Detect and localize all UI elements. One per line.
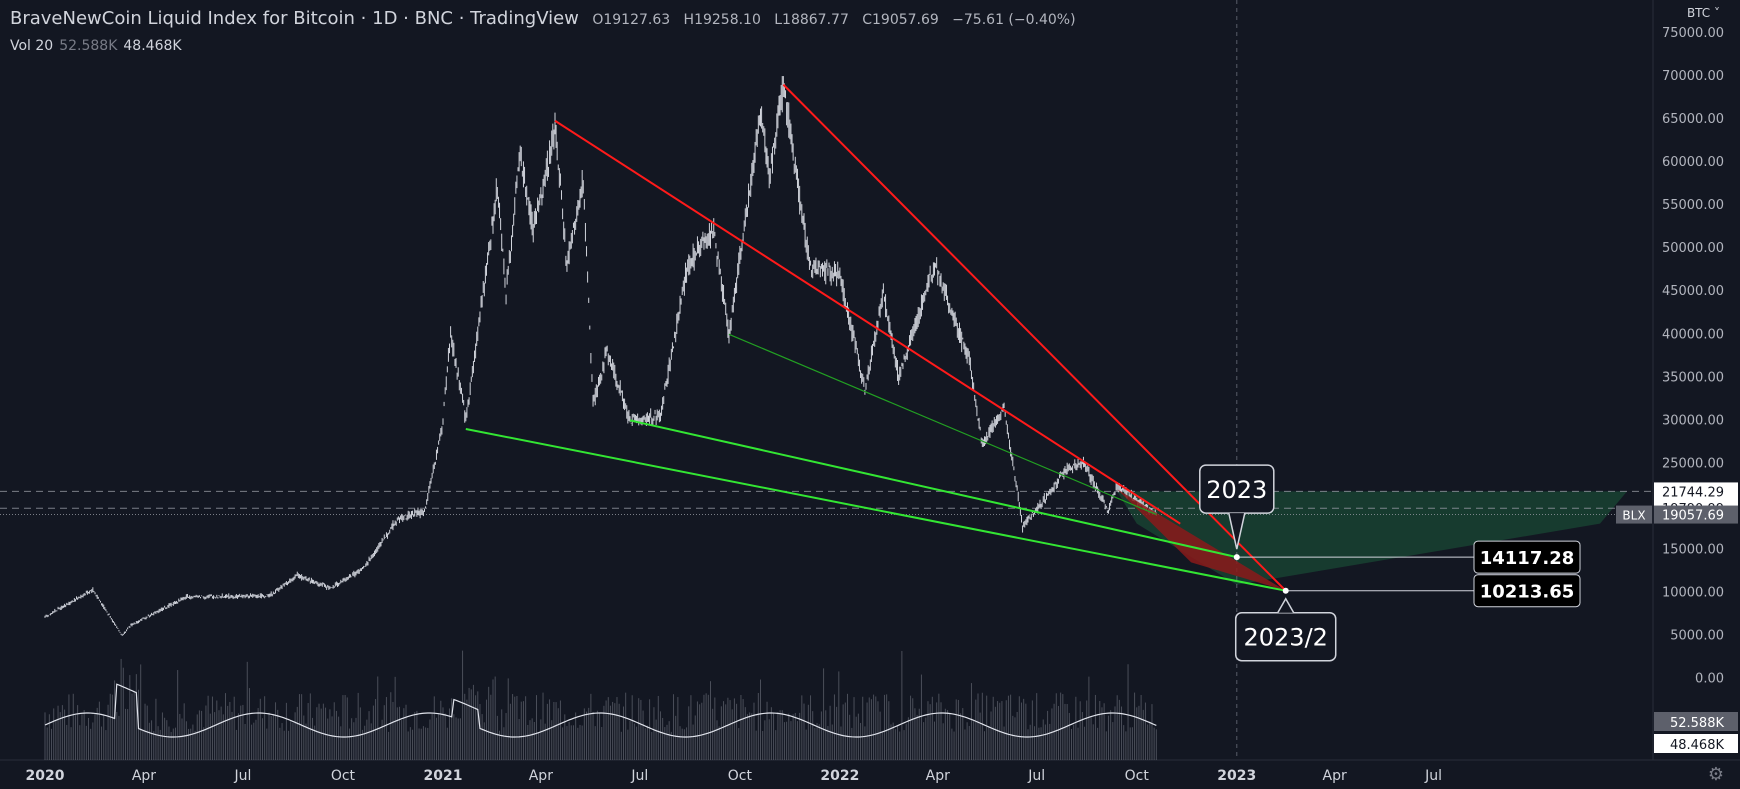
y-tick-label: 0.00	[1695, 672, 1724, 687]
support_dim-trendline	[728, 333, 1157, 516]
symbol-tag-box	[1616, 505, 1652, 524]
callout-value: 10213.65	[1480, 582, 1575, 603]
callout-value-box	[1473, 540, 1581, 574]
resistance-trendline	[554, 119, 1181, 525]
x-tick-label: Jul	[630, 768, 648, 784]
support-trendline	[629, 419, 1238, 559]
price-label-box	[1654, 482, 1738, 501]
y-tick-label: 25000.00	[1662, 456, 1724, 471]
y-tick-label: 15000.00	[1662, 542, 1724, 557]
x-tick-label: Apr	[529, 768, 553, 784]
change-value: −75.61 (−0.40%)	[952, 12, 1076, 28]
volume-label-box	[1654, 734, 1738, 753]
y-tick-label: 5000.00	[1670, 629, 1724, 644]
x-tick-label: Jul	[1424, 768, 1442, 784]
x-tick-label: 2022	[820, 768, 859, 784]
x-tick-label: Oct	[331, 768, 356, 784]
x-tick-label: Apr	[1323, 768, 1347, 784]
x-tick-label: 2020	[26, 768, 65, 784]
chart-header: BraveNewCoin Liquid Index for Bitcoin · …	[10, 8, 1076, 29]
price-label: 21744.29	[1662, 485, 1724, 500]
y-tick-label: 50000.00	[1662, 241, 1724, 256]
callout-point	[1282, 587, 1289, 594]
callout-tag: 2023	[1206, 476, 1267, 504]
callout-pointer	[1277, 597, 1295, 614]
volume-ma: 52.588K	[59, 38, 118, 54]
callout-value: 14117.28	[1480, 548, 1575, 569]
callout-value-box	[1473, 574, 1581, 608]
x-tick-label: 2021	[424, 768, 463, 784]
volume-axis-label: 52.588K	[1670, 716, 1724, 731]
symbol-tag: BLX	[1622, 509, 1645, 523]
x-tick-label: Oct	[1125, 768, 1150, 784]
price-label: 19057.69	[1662, 509, 1724, 524]
callout-tag: 2023/2	[1244, 624, 1328, 652]
y-tick-label: 55000.00	[1662, 198, 1724, 213]
volume-legend: Vol 20 52.588K 48.468K	[10, 38, 182, 54]
support-trendline	[465, 427, 1286, 592]
x-tick-label: Apr	[132, 768, 156, 784]
y-tick-label: 40000.00	[1662, 327, 1724, 342]
price-axis	[1653, 0, 1740, 789]
x-tick-label: Jul	[1027, 768, 1045, 784]
ohlc-values: O19127.63 H19258.10 L18867.77 C19057.69 …	[592, 12, 1076, 28]
symbol-title[interactable]: BraveNewCoin Liquid Index for Bitcoin · …	[10, 8, 579, 29]
price-label-box	[1654, 505, 1738, 524]
y-tick-label: 75000.00	[1662, 26, 1724, 41]
y-tick-label: 60000.00	[1662, 155, 1724, 170]
y-tick-label: 10000.00	[1662, 586, 1724, 601]
volume-ma-line	[44, 683, 1157, 738]
x-tick-label: Apr	[926, 768, 950, 784]
callout-point	[1233, 554, 1240, 561]
volume-value: 48.468K	[123, 38, 182, 54]
y-tick-label: 30000.00	[1662, 413, 1724, 428]
y-tick-label: 70000.00	[1662, 69, 1724, 84]
gear-icon[interactable]: ⚙	[1707, 764, 1724, 785]
y-tick-label: 35000.00	[1662, 370, 1724, 385]
currency-selector[interactable]: BTC ˅	[1686, 6, 1720, 20]
x-tick-label: Jul	[233, 768, 251, 784]
red-wedge	[1117, 489, 1286, 591]
callout-pointer	[1228, 512, 1246, 550]
volume-label: Vol 20	[10, 38, 54, 54]
y-tick-label: 65000.00	[1662, 112, 1724, 127]
y-tick-label: 45000.00	[1662, 284, 1724, 299]
x-tick-label: Oct	[728, 768, 753, 784]
volume-label-box	[1654, 712, 1738, 731]
volume-axis-label: 48.468K	[1670, 738, 1724, 753]
x-tick-label: 2023	[1217, 768, 1256, 784]
